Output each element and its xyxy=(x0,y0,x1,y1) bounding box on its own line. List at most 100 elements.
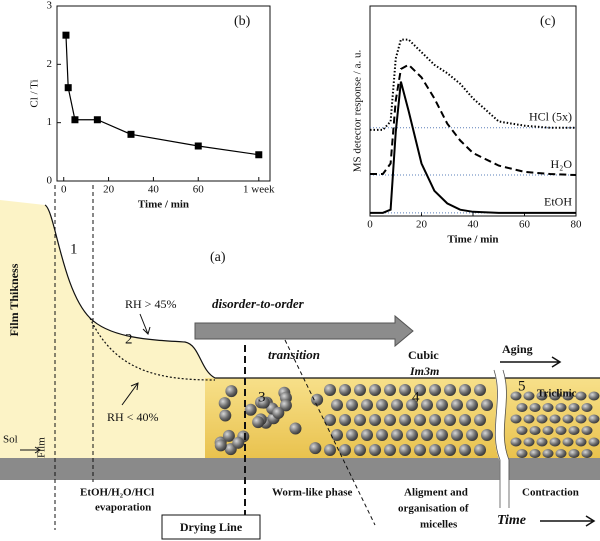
y-tick-label: 2 xyxy=(47,58,53,70)
x-axis-label: Time / min xyxy=(447,234,498,246)
micelle xyxy=(510,437,522,447)
x-tick-label: 0 xyxy=(367,219,373,231)
micelle xyxy=(536,414,548,424)
micelle xyxy=(536,391,548,401)
data-point xyxy=(64,84,72,92)
micelle xyxy=(354,444,366,456)
micelle xyxy=(575,414,587,424)
x-tick-label: 1 week xyxy=(243,184,275,196)
x-tick-label: 60 xyxy=(193,184,205,196)
micelle xyxy=(523,414,535,424)
axis-break-edge xyxy=(493,369,510,508)
y-tick-label: 0 xyxy=(47,175,53,187)
data-point xyxy=(71,116,79,124)
micelle xyxy=(466,399,478,411)
micelle xyxy=(436,429,448,441)
micelle xyxy=(459,444,471,456)
stage-caption: EtOH/H₂O/HCl xyxy=(80,487,154,499)
stage: 5 xyxy=(518,378,526,394)
micelle xyxy=(529,403,541,412)
micelle xyxy=(581,449,593,458)
micelle xyxy=(481,399,493,411)
micelle xyxy=(474,444,486,456)
x-tick-label: 40 xyxy=(468,219,480,231)
micelle xyxy=(369,384,381,396)
data-point xyxy=(93,116,101,124)
rh-arrow xyxy=(121,382,139,406)
micelle xyxy=(542,449,554,458)
micelle xyxy=(529,449,541,458)
x-tick-label: 80 xyxy=(571,219,583,231)
panel-label: (b) xyxy=(234,14,251,29)
micelle xyxy=(474,414,486,426)
x-tick-label: 20 xyxy=(103,184,115,196)
series-label: H₂O xyxy=(550,157,572,171)
micelle xyxy=(339,384,351,396)
rh-label: RH < 40% xyxy=(107,410,158,424)
micelle xyxy=(581,403,593,412)
micelle xyxy=(429,444,441,456)
micelle xyxy=(324,444,336,456)
micelle xyxy=(451,399,463,411)
micelle xyxy=(588,414,600,424)
micelle xyxy=(346,429,358,441)
data-point xyxy=(255,151,263,159)
micelle xyxy=(219,409,232,422)
y-axis-label: Cl / Ti xyxy=(29,79,41,107)
micelle xyxy=(481,429,493,441)
series-line xyxy=(370,63,577,177)
data-point xyxy=(194,142,202,150)
micelle xyxy=(331,429,343,441)
micelle xyxy=(542,426,554,435)
micelle xyxy=(346,399,358,411)
micelle xyxy=(399,414,411,426)
micelle xyxy=(257,396,270,409)
micelle xyxy=(376,399,388,411)
micelle xyxy=(391,429,403,441)
micelle xyxy=(414,384,426,396)
y-tick-label: 1 xyxy=(47,116,53,128)
micelle xyxy=(214,439,227,452)
series-label: HCl (5x) xyxy=(529,110,572,124)
stage-caption: Worm-like phase xyxy=(272,487,352,499)
micelle xyxy=(568,403,580,412)
micelle xyxy=(575,437,587,447)
micelle xyxy=(222,429,235,442)
aging-label: Aging xyxy=(502,342,533,356)
series-line xyxy=(370,81,576,214)
transition-arrow xyxy=(194,314,414,348)
micelle xyxy=(549,414,561,424)
sol-arrow xyxy=(20,446,41,454)
divider xyxy=(284,339,376,526)
micelle xyxy=(421,399,433,411)
micelle xyxy=(444,444,456,456)
micelles xyxy=(214,384,600,458)
micelle xyxy=(568,449,580,458)
phase-label: Triclinic xyxy=(537,388,577,400)
time-arrow xyxy=(540,515,596,527)
series-label: EtOH xyxy=(544,195,572,209)
micelle xyxy=(555,426,567,435)
micelle xyxy=(429,414,441,426)
phase-label: Im3m xyxy=(409,364,439,378)
micelle xyxy=(562,437,574,447)
micelle xyxy=(523,391,535,401)
micelle xyxy=(279,399,292,412)
series-line xyxy=(370,38,576,131)
micelle xyxy=(549,437,561,447)
y-axis-label: Film Thikness xyxy=(7,263,21,336)
micelle xyxy=(376,429,388,441)
micelle xyxy=(562,414,574,424)
micelle xyxy=(444,414,456,426)
micelle xyxy=(523,437,535,447)
micelle xyxy=(272,406,285,419)
diagram: (a) Film Thikness 1 2 3 4 5 RH > 45% RH … xyxy=(0,185,600,540)
drying-line-box xyxy=(161,514,261,540)
micelle xyxy=(510,391,522,401)
micelle xyxy=(568,426,580,435)
micelle xyxy=(406,429,418,441)
micelle xyxy=(354,414,366,426)
micelle xyxy=(225,385,238,398)
micelle xyxy=(391,399,403,411)
